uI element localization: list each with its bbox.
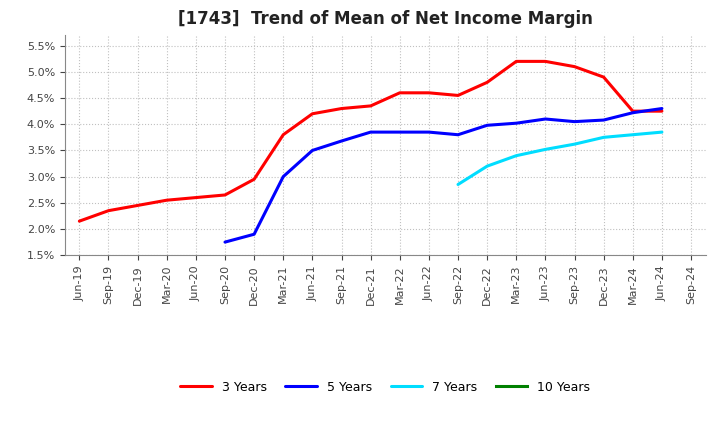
3 Years (599, 74, 608, 80)
3 Years (133, 203, 142, 208)
5 Years (483, 123, 492, 128)
3 Years (657, 109, 666, 114)
5 Years (512, 121, 521, 126)
3 Years (395, 90, 404, 95)
5 Years (541, 116, 550, 121)
7 Years (483, 164, 492, 169)
7 Years (629, 132, 637, 137)
3 Years (279, 132, 287, 137)
5 Years (395, 129, 404, 135)
3 Years (337, 106, 346, 111)
3 Years (570, 64, 579, 69)
3 Years (220, 192, 229, 198)
5 Years (366, 129, 375, 135)
5 Years (220, 239, 229, 245)
7 Years (512, 153, 521, 158)
3 Years (629, 109, 637, 114)
7 Years (657, 129, 666, 135)
5 Years (599, 117, 608, 123)
3 Years (541, 59, 550, 64)
5 Years (629, 110, 637, 115)
3 Years (512, 59, 521, 64)
3 Years (425, 90, 433, 95)
3 Years (192, 195, 200, 200)
5 Years (425, 129, 433, 135)
Line: 3 Years: 3 Years (79, 62, 662, 221)
Line: 5 Years: 5 Years (225, 109, 662, 242)
3 Years (454, 93, 462, 98)
7 Years (570, 142, 579, 147)
3 Years (483, 80, 492, 85)
7 Years (599, 135, 608, 140)
3 Years (75, 219, 84, 224)
3 Years (366, 103, 375, 109)
5 Years (308, 148, 317, 153)
Line: 7 Years: 7 Years (458, 132, 662, 184)
Legend: 3 Years, 5 Years, 7 Years, 10 Years: 3 Years, 5 Years, 7 Years, 10 Years (176, 376, 595, 399)
5 Years (337, 138, 346, 143)
3 Years (104, 208, 113, 213)
3 Years (308, 111, 317, 117)
5 Years (250, 231, 258, 237)
7 Years (541, 147, 550, 152)
5 Years (570, 119, 579, 124)
3 Years (163, 198, 171, 203)
5 Years (279, 174, 287, 179)
7 Years (454, 182, 462, 187)
5 Years (657, 106, 666, 111)
3 Years (250, 176, 258, 182)
5 Years (454, 132, 462, 137)
Title: [1743]  Trend of Mean of Net Income Margin: [1743] Trend of Mean of Net Income Margi… (178, 10, 593, 28)
